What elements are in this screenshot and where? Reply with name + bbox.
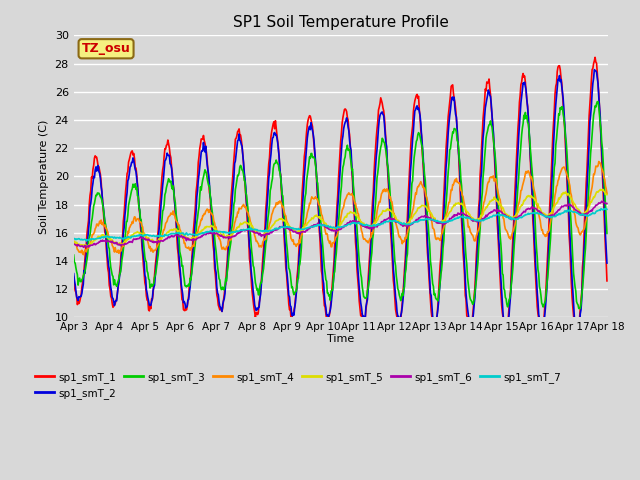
sp1_smT_1	[79, 275, 87, 280]
Legend: sp1_smT_1, sp1_smT_2, sp1_smT_3, sp1_smT_4, sp1_smT_5, sp1_smT_6, sp1_smT_7: sp1_smT_1, sp1_smT_2, sp1_smT_3, sp1_smT…	[31, 368, 565, 403]
sp1_smT_7	[602, 205, 610, 211]
sp1_smT_2	[79, 281, 87, 287]
sp1_smT_7	[70, 236, 77, 242]
Line: sp1_smT_2: sp1_smT_2	[74, 70, 607, 335]
Y-axis label: Soil Temperature (C): Soil Temperature (C)	[39, 119, 49, 233]
Line: sp1_smT_6: sp1_smT_6	[74, 201, 607, 247]
sp1_smT_4	[218, 243, 225, 249]
sp1_smT_3	[70, 252, 77, 258]
sp1_smT_5	[218, 232, 225, 238]
sp1_smT_3	[420, 171, 428, 177]
sp1_smT_2	[405, 199, 413, 204]
sp1_smT_6	[79, 244, 87, 250]
sp1_smT_2	[70, 271, 77, 276]
sp1_smT_6	[189, 236, 197, 241]
sp1_smT_6	[598, 198, 605, 204]
sp1_smT_2	[217, 304, 225, 310]
sp1_smT_5	[135, 230, 143, 236]
sp1_smT_1	[420, 189, 428, 195]
sp1_smT_5	[406, 218, 413, 224]
sp1_smT_2	[573, 332, 581, 337]
sp1_smT_2	[420, 180, 428, 186]
Line: sp1_smT_4: sp1_smT_4	[74, 162, 607, 255]
sp1_smT_2	[591, 67, 598, 72]
sp1_smT_2	[134, 191, 142, 197]
sp1_smT_6	[70, 241, 77, 247]
sp1_smT_7	[83, 238, 90, 244]
Line: sp1_smT_5: sp1_smT_5	[74, 190, 607, 247]
sp1_smT_3	[134, 194, 142, 200]
sp1_smT_2	[189, 254, 196, 260]
sp1_smT_3	[189, 263, 196, 269]
sp1_smT_5	[79, 242, 87, 248]
sp1_smT_1	[134, 193, 142, 199]
sp1_smT_6	[80, 244, 88, 250]
sp1_smT_1	[189, 248, 196, 254]
Line: sp1_smT_1: sp1_smT_1	[74, 57, 607, 336]
sp1_smT_5	[189, 234, 197, 240]
sp1_smT_1	[405, 180, 413, 186]
sp1_smT_1	[537, 333, 545, 338]
sp1_smT_1	[603, 278, 611, 284]
sp1_smT_4	[135, 217, 143, 223]
sp1_smT_7	[421, 216, 429, 222]
sp1_smT_3	[603, 230, 611, 236]
sp1_smT_5	[70, 239, 77, 245]
sp1_smT_5	[598, 187, 606, 192]
sp1_smT_3	[217, 283, 225, 289]
sp1_smT_1	[70, 275, 77, 280]
sp1_smT_5	[84, 244, 92, 250]
sp1_smT_2	[603, 260, 611, 266]
sp1_smT_3	[79, 273, 87, 278]
Line: sp1_smT_3: sp1_smT_3	[74, 102, 607, 309]
X-axis label: Time: Time	[327, 334, 355, 344]
sp1_smT_4	[79, 252, 87, 258]
sp1_smT_6	[135, 236, 143, 241]
sp1_smT_4	[603, 191, 611, 196]
sp1_smT_7	[135, 233, 143, 239]
sp1_smT_4	[406, 219, 413, 225]
sp1_smT_3	[577, 306, 584, 312]
Line: sp1_smT_7: sp1_smT_7	[74, 208, 607, 241]
sp1_smT_7	[406, 221, 413, 227]
sp1_smT_5	[603, 192, 611, 198]
Text: TZ_osu: TZ_osu	[82, 42, 131, 55]
sp1_smT_1	[217, 305, 225, 311]
sp1_smT_6	[406, 222, 413, 228]
sp1_smT_4	[189, 242, 197, 248]
sp1_smT_7	[189, 231, 197, 237]
sp1_smT_4	[595, 159, 603, 165]
sp1_smT_4	[80, 249, 88, 255]
sp1_smT_6	[603, 201, 611, 206]
sp1_smT_4	[70, 238, 77, 244]
sp1_smT_4	[421, 189, 429, 194]
sp1_smT_5	[421, 203, 429, 209]
Title: SP1 Soil Temperature Profile: SP1 Soil Temperature Profile	[233, 15, 449, 30]
sp1_smT_7	[218, 229, 225, 235]
sp1_smT_3	[593, 99, 601, 105]
sp1_smT_6	[218, 232, 225, 238]
sp1_smT_1	[591, 54, 599, 60]
sp1_smT_7	[79, 237, 87, 243]
sp1_smT_6	[421, 214, 429, 220]
sp1_smT_3	[405, 228, 413, 233]
sp1_smT_7	[603, 206, 611, 212]
